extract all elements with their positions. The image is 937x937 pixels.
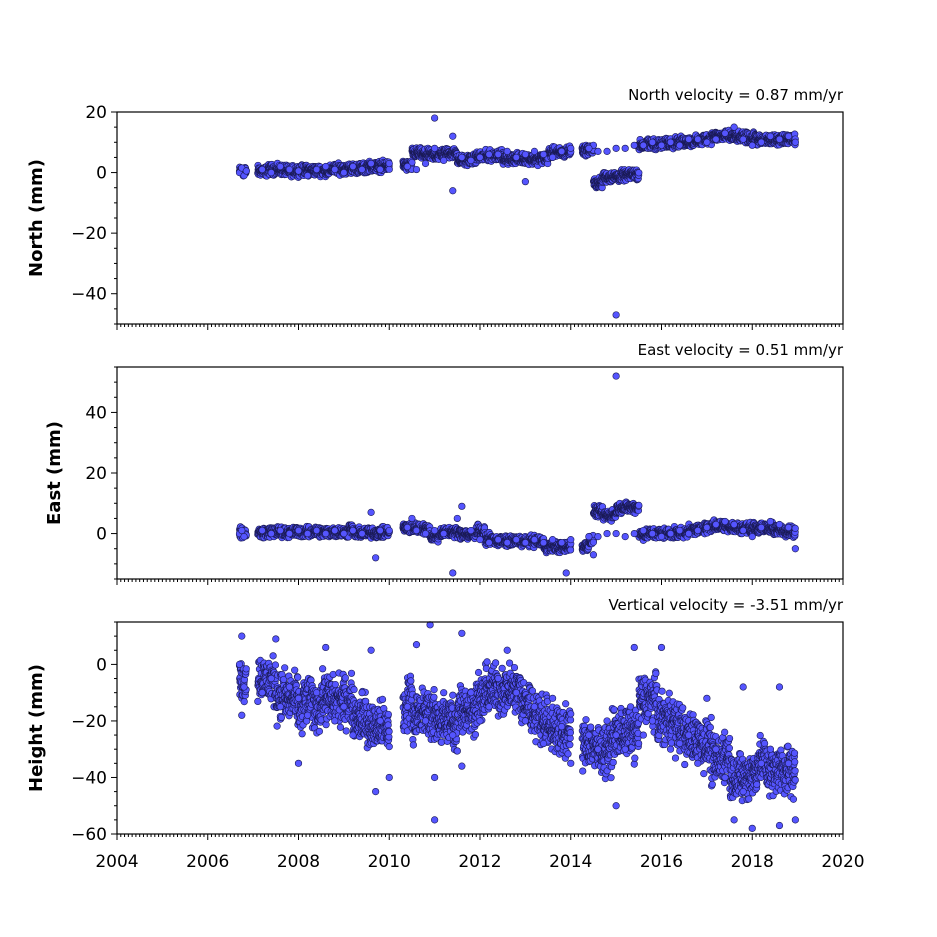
- data-point: [766, 132, 775, 140]
- north-panel: North velocity = 0.87 mm/yr North (mm) 2…: [26, 86, 844, 330]
- north-points: [235, 114, 799, 319]
- east-velocity-title: East velocity = 0.51 mm/yr: [638, 341, 844, 359]
- data-point: [521, 150, 529, 158]
- y-tick-label: 20: [85, 103, 107, 123]
- data-point: [721, 129, 729, 137]
- data-point: [285, 165, 294, 174]
- data-point: [676, 141, 684, 149]
- data-point: [440, 156, 448, 165]
- data-point: [567, 144, 575, 152]
- data-point: [431, 114, 439, 122]
- data-point: [408, 158, 416, 167]
- data-point: [331, 165, 339, 174]
- data-point: [712, 135, 720, 143]
- data-point: [340, 168, 348, 177]
- data-point: [666, 138, 675, 146]
- north-velocity-title: North velocity = 0.87 mm/yr: [628, 86, 844, 104]
- data-point: [313, 165, 321, 174]
- data-point: [349, 162, 357, 171]
- data-point: [775, 135, 784, 143]
- data-point: [757, 138, 765, 146]
- east-axis-label: East (mm): [44, 421, 65, 525]
- east-panel: East velocity = 0.51 mm/yr East (mm) 40 2…: [44, 341, 844, 585]
- data-point: [294, 167, 303, 175]
- y-tick-label: 40: [85, 403, 107, 423]
- data-point: [303, 172, 312, 180]
- north-plot-frame: [116, 111, 844, 325]
- data-point: [258, 165, 266, 174]
- data-point: [621, 144, 629, 152]
- data-point: [685, 135, 693, 143]
- data-point: [476, 153, 484, 162]
- data-point: [739, 135, 747, 143]
- data-point: [585, 144, 593, 152]
- data-point: [503, 147, 511, 155]
- data-point: [242, 167, 250, 175]
- data-point: [784, 132, 793, 140]
- data-point: [748, 141, 756, 149]
- data-point: [449, 132, 457, 140]
- data-point: [322, 162, 330, 171]
- data-point: [485, 150, 493, 158]
- data-point: [385, 159, 393, 168]
- data-point: [267, 168, 275, 177]
- data-point: [530, 147, 539, 155]
- data-point: [512, 153, 520, 162]
- north-axis-label: North (mm): [26, 159, 47, 277]
- data-point: [449, 187, 457, 195]
- data-point: [635, 169, 643, 177]
- data-point: [648, 138, 657, 146]
- data-point: [458, 153, 466, 162]
- data-point: [791, 138, 799, 146]
- data-point: [612, 311, 620, 319]
- y-tick-label: 20: [85, 464, 107, 484]
- data-point: [376, 165, 384, 174]
- y-tick-label: 0: [96, 164, 107, 184]
- data-point: [276, 162, 284, 171]
- data-point: [594, 147, 602, 155]
- data-point: [521, 178, 529, 186]
- data-point: [494, 150, 502, 158]
- data-point: [358, 165, 366, 174]
- data-point: [539, 150, 548, 158]
- y-tick-label: −20: [71, 224, 107, 244]
- data-point: [412, 165, 421, 174]
- data-point: [657, 141, 666, 149]
- data-point: [639, 141, 647, 149]
- y-tick-label: −40: [71, 285, 107, 305]
- east-ticks: 40 20 0: [85, 366, 844, 585]
- data-point: [612, 144, 620, 152]
- data-point: [703, 138, 711, 146]
- data-point: [431, 144, 439, 152]
- data-point: [603, 147, 611, 155]
- data-point: [548, 153, 557, 162]
- data-point: [403, 162, 412, 171]
- y-tick-label: 0: [96, 525, 107, 545]
- data-point: [558, 147, 566, 155]
- data-point: [630, 141, 638, 149]
- data-point: [730, 123, 738, 131]
- data-point: [467, 156, 475, 165]
- east-points: [235, 372, 799, 577]
- data-point: [421, 159, 430, 168]
- data-point: [694, 135, 702, 143]
- data-point: [367, 159, 375, 168]
